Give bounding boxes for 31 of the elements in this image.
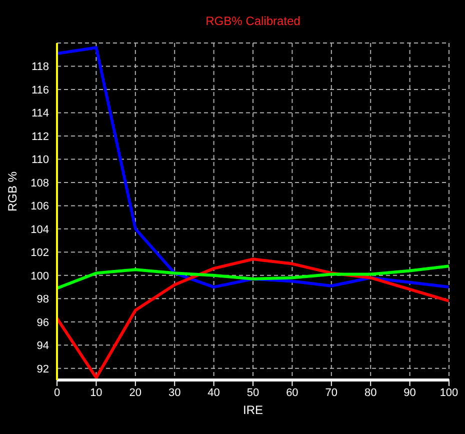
x-tick-label: 80 [364,386,377,399]
x-tick-label: 100 [440,386,458,399]
y-tick-label: 94 [36,340,49,352]
y-tick-label: 96 [36,316,49,329]
y-tick-label: 106 [30,200,49,213]
y-tick-label: 114 [31,108,49,120]
x-tick-label: 20 [129,386,142,399]
line-series [57,46,449,289]
y-tick-label: 102 [30,247,49,260]
x-tick-label: 70 [325,386,338,399]
x-tick-label: 60 [286,386,298,399]
line-series [57,264,449,290]
y-tick-label: 112 [31,130,49,143]
y-tick-label: 116 [31,84,49,96]
y-tick-label: 100 [30,270,49,282]
line-series [57,258,449,380]
y-axis-title: RGB % [5,171,20,212]
x-tick-label: 40 [208,386,220,399]
y-tick-label: 108 [30,177,49,190]
x-tick-label: 90 [404,386,416,399]
chart-title: RGB% Calibrated [204,14,302,28]
x-tick-label: 10 [90,386,102,399]
y-tick-label: 92 [36,363,49,376]
y-tick-label: 118 [31,61,49,74]
x-tick-label: 0 [54,386,60,399]
y-tick-label: 110 [31,154,49,166]
x-tick-label: 30 [168,386,181,399]
x-tick-label: 50 [246,386,260,399]
x-axis-title: IRE [242,403,264,417]
y-tick-label: 98 [36,294,49,306]
y-tick-label: 104 [30,224,49,236]
